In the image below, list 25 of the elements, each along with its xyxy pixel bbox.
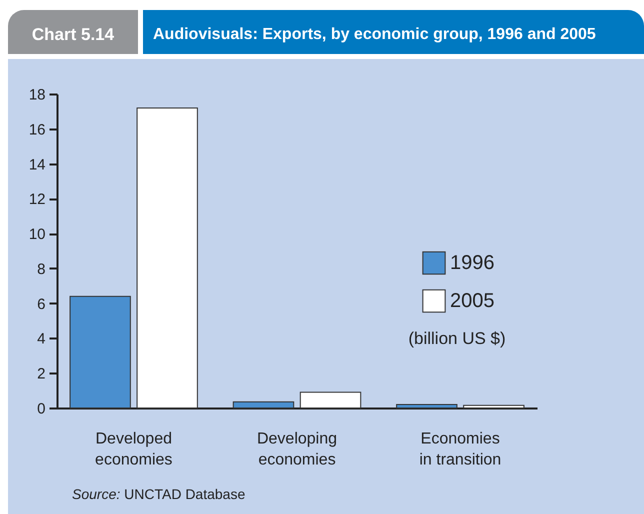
- y-tick-label: 2: [37, 366, 46, 383]
- bar: [463, 404, 524, 408]
- y-tick-label: 4: [37, 330, 46, 348]
- legend-label: 2005: [450, 290, 494, 312]
- chart-subtitle: Chart 5.14: [8, 10, 138, 54]
- legend-label: 1996: [450, 252, 494, 274]
- bar: [232, 401, 294, 408]
- y-axis-title: (billion US $): [408, 329, 506, 348]
- y-tick-label: 12: [28, 191, 46, 208]
- y-tick-label: 14: [28, 156, 46, 174]
- bar: [300, 392, 362, 408]
- bar: [136, 107, 198, 408]
- y-tick-label: 8: [37, 260, 46, 278]
- x-tick-label: Developing economies: [256, 430, 338, 468]
- source-note: Source: UNCTAD Database: [72, 486, 246, 502]
- bar: [70, 296, 131, 408]
- x-tick-label: Developed economies: [95, 430, 172, 468]
- y-tick-label: 16: [28, 121, 46, 138]
- y-tick-label: 6: [37, 296, 46, 313]
- y-tick-label: 0: [37, 400, 46, 418]
- chart-title: Audiovisuals: Exports, by economic group, 1996 and 2005: [143, 10, 644, 54]
- y-tick-label: 18: [28, 86, 46, 104]
- y-tick-label: 10: [28, 226, 46, 244]
- x-tick-label: Economies in transition: [419, 430, 502, 468]
- bar: [396, 404, 458, 408]
